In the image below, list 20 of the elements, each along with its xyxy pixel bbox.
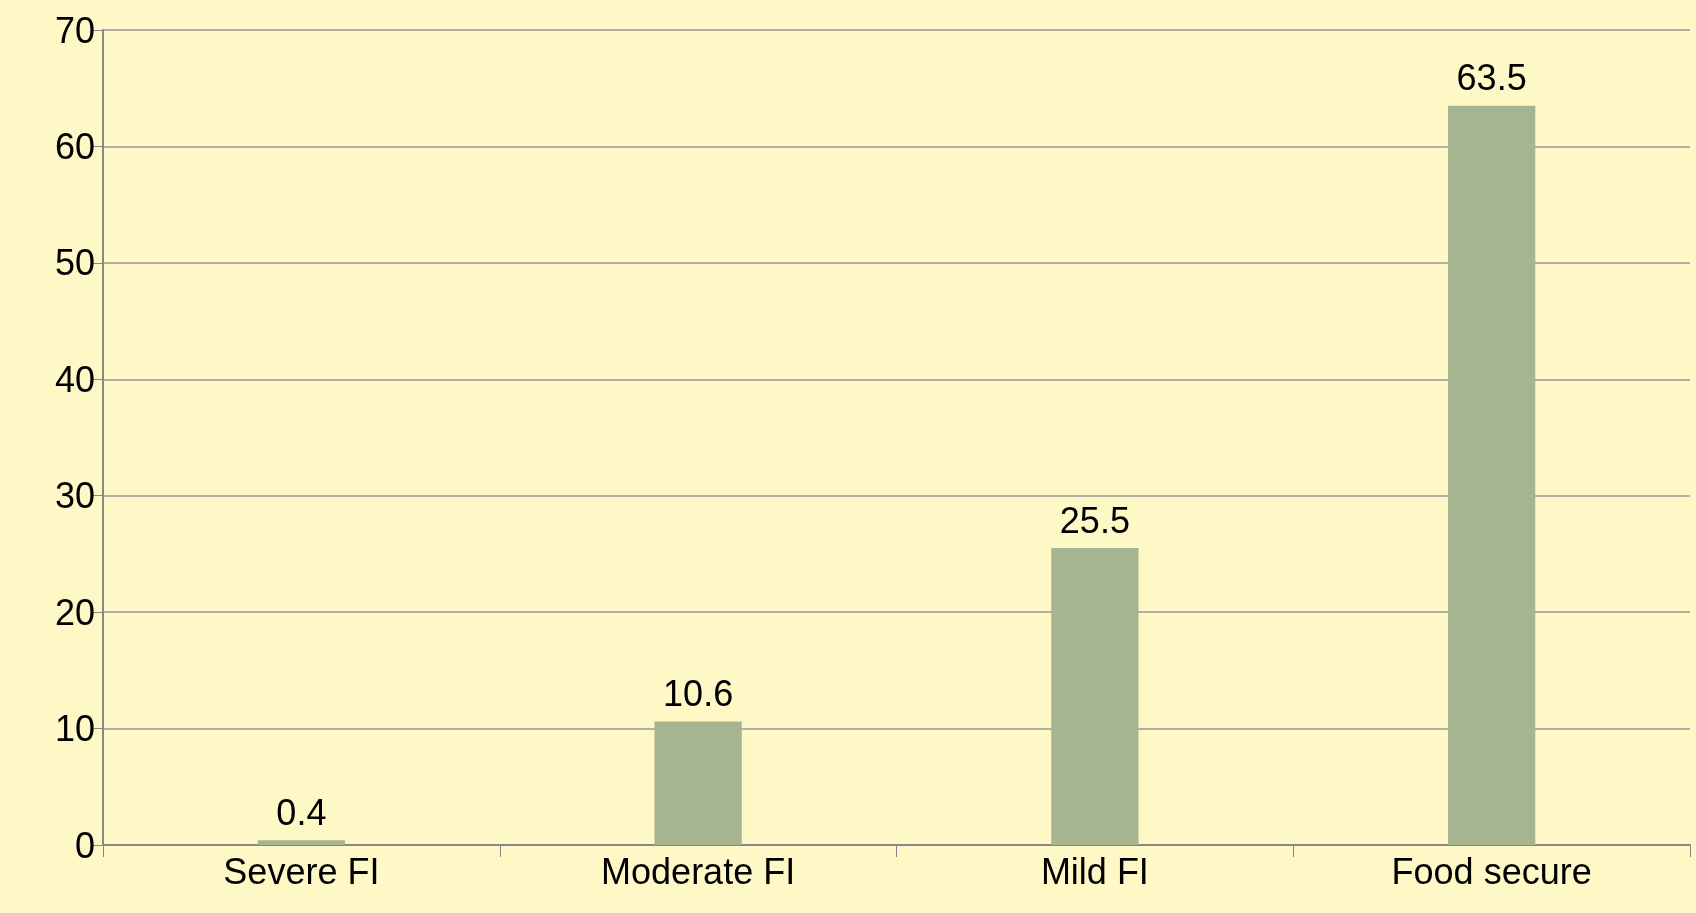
data-label: 25.5 [1059, 499, 1130, 541]
bar [654, 721, 742, 845]
bar [257, 840, 346, 845]
y-tick-label: 20 [54, 591, 95, 633]
x-tick-label: Mild FI [1040, 850, 1149, 892]
y-tick-label: 40 [54, 358, 95, 400]
x-tick-label: Severe FI [223, 850, 380, 892]
data-label: 63.5 [1456, 57, 1527, 99]
x-tick-label: Moderate FI [601, 850, 796, 892]
bar [1051, 548, 1139, 845]
y-tick-label: 60 [54, 125, 95, 167]
data-label: 0.4 [276, 791, 327, 833]
data-label: 10.6 [663, 673, 734, 715]
y-tick-label: 10 [54, 708, 95, 750]
y-tick-label: 70 [54, 9, 95, 51]
y-tick-label: 50 [54, 242, 95, 284]
y-tick-label: 30 [54, 475, 95, 517]
x-tick-label: Food secure [1391, 850, 1592, 892]
y-tick-label: 0 [74, 824, 95, 866]
bar [1447, 105, 1536, 845]
